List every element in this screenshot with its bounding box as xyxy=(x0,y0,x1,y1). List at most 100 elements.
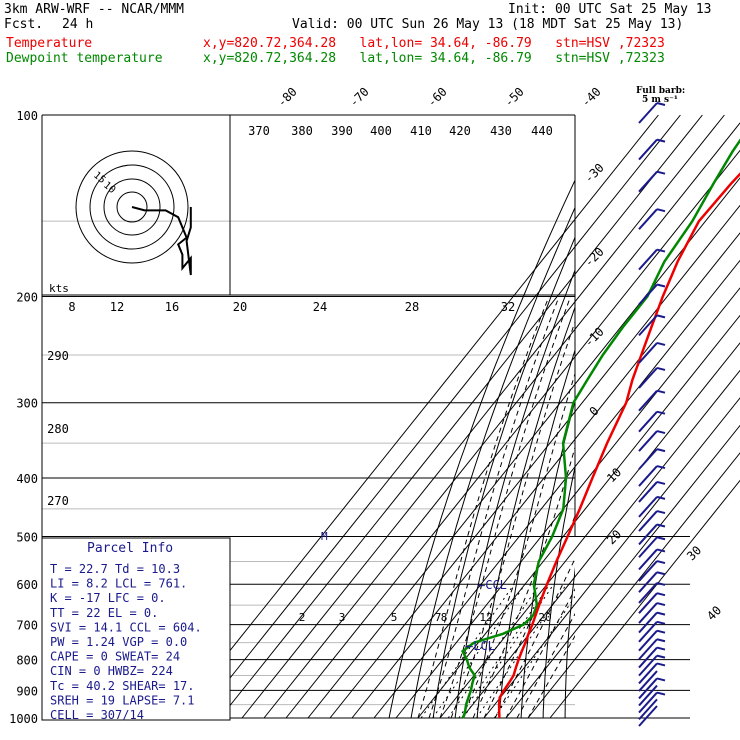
legend-dewpoint: Dewpoint temperature xyxy=(6,51,163,66)
wind-barb-staff xyxy=(638,410,658,433)
mixing-ratio-label: 12 xyxy=(479,611,492,624)
wind-barb xyxy=(638,170,666,193)
wind-barb xyxy=(638,592,666,614)
parcel-info-title: Parcel Info xyxy=(87,541,173,556)
wind-barb-flag xyxy=(656,448,666,453)
dry-adiabat xyxy=(668,115,740,718)
location-dewpoint: x,y=820.72,364.28 lat,lon= 34.64, -86.79… xyxy=(203,51,665,66)
wind-barb xyxy=(638,536,666,558)
parcel-info-row: LI = 8.2 LCL = 761. xyxy=(50,577,187,591)
wind-barb-staff xyxy=(638,592,658,614)
wind-barb xyxy=(638,602,666,624)
wind-barb-staff xyxy=(638,638,658,660)
pressure-tick-label: 1000 xyxy=(9,712,38,726)
isotherm-line xyxy=(505,424,740,719)
wind-barb-staff xyxy=(638,248,658,271)
dry-adiabat xyxy=(454,268,575,719)
hodograph-units: kts xyxy=(49,282,69,295)
wind-barb-staff xyxy=(638,390,658,412)
wind-barb xyxy=(638,677,666,700)
barb-legend-title: Full barb: xyxy=(636,86,686,96)
wind-barb-staff xyxy=(638,670,658,692)
mixing-ratio-label: 20 xyxy=(538,611,551,624)
dry-adiabat xyxy=(388,179,575,719)
wind-barb-flag xyxy=(656,662,666,667)
wind-barb xyxy=(638,366,666,389)
wind-barb-flag xyxy=(656,430,666,435)
dry-adiabat xyxy=(649,115,740,718)
isotherm-line xyxy=(373,259,740,719)
wind-barb-flag xyxy=(656,510,666,515)
isotherm-label: 20 xyxy=(604,527,624,547)
wind-barb-staff xyxy=(638,465,658,487)
isotherm-line xyxy=(417,314,740,719)
wind-barb-flag xyxy=(656,548,666,553)
wind-barb xyxy=(638,510,666,532)
wind-barb-flag xyxy=(656,248,666,253)
isotherm-line xyxy=(197,114,681,719)
parcel-info-row: CAPE = 0 SWEAT= 24 xyxy=(50,650,180,664)
isotherm-label: 0 xyxy=(587,404,602,419)
wind-barb-staff xyxy=(638,314,658,337)
theta-label: 420 xyxy=(449,124,471,138)
isotherm-label: -60 xyxy=(425,85,450,110)
wind-barb-flag xyxy=(656,523,666,528)
wind-barb-staff xyxy=(638,646,658,669)
dry-adiabat xyxy=(564,566,575,718)
hodograph-trace xyxy=(131,206,192,276)
wind-barb-flag xyxy=(656,138,666,143)
isotherm-line xyxy=(175,114,659,719)
mixing-ratio-label: 7 xyxy=(435,611,442,624)
wind-barb-flag xyxy=(656,208,666,213)
theta-label: 380 xyxy=(291,124,313,138)
wind-barb-flag xyxy=(656,102,666,106)
pressure-tick-label: 100 xyxy=(16,109,38,123)
isotherm-label: -50 xyxy=(502,85,527,110)
hodograph-ring xyxy=(116,191,148,223)
theta-label: 370 xyxy=(248,124,270,138)
isotherm-label: -40 xyxy=(579,85,604,110)
wind-barb xyxy=(638,341,666,364)
wind-barb-flag xyxy=(656,170,666,175)
barb-legend-units: 5 m s⁻¹ xyxy=(642,95,678,105)
isotherm-line xyxy=(439,342,740,719)
pressure-tick-label: 600 xyxy=(16,578,38,592)
parcel-info-row: TT = 22 EL = 0. xyxy=(50,606,158,620)
wind-scale-label: 28 xyxy=(405,300,419,314)
isotherm-line xyxy=(483,397,740,719)
wind-barb-flag xyxy=(656,536,666,541)
wind-barb-staff xyxy=(638,662,658,685)
wind-barb-flag xyxy=(656,638,666,643)
moist-adiabat xyxy=(417,296,550,719)
wind-barb xyxy=(638,389,666,412)
moist-adiabat xyxy=(505,588,575,719)
wind-barb xyxy=(638,448,666,470)
wind-barb xyxy=(638,581,666,604)
wind-barb-flag xyxy=(656,366,666,371)
wind-barb-staff xyxy=(638,582,658,604)
dry-adiabat xyxy=(476,305,575,719)
moist-adiabat xyxy=(527,634,575,719)
parcel-info-row: Tc = 40.2 SHEAR= 17. xyxy=(50,679,195,693)
dry-adiabat xyxy=(410,206,575,719)
wind-barb-staff xyxy=(638,705,658,727)
wind-barb xyxy=(638,283,666,306)
dry-adiabat xyxy=(498,348,575,719)
pressure-tick-label: 200 xyxy=(16,291,38,305)
parcel-info-row: SREH = 19 LAPSE= 7.1 xyxy=(50,693,195,707)
isotherm-label: -10 xyxy=(582,325,607,350)
wind-barb xyxy=(638,560,666,582)
wind-barb-staff xyxy=(638,629,658,652)
wind-barb xyxy=(638,571,666,593)
wind-barb-flag xyxy=(656,654,666,659)
mixing-ratio-line xyxy=(476,583,567,719)
pressure-tick-label: 400 xyxy=(16,472,38,486)
wind-barb-staff xyxy=(638,691,658,714)
wind-barb-flag xyxy=(656,581,666,586)
hodograph-ring xyxy=(89,164,175,250)
wind-barb xyxy=(638,646,666,669)
wind-barb-staff xyxy=(638,481,658,503)
wind-barb xyxy=(638,410,666,433)
wind-barb xyxy=(638,248,666,271)
